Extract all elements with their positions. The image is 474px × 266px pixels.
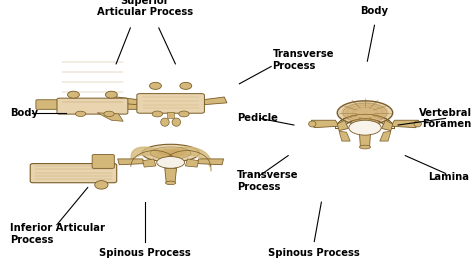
Polygon shape [365, 114, 394, 128]
Ellipse shape [105, 91, 117, 98]
Polygon shape [165, 168, 176, 182]
FancyBboxPatch shape [57, 98, 128, 114]
FancyBboxPatch shape [30, 164, 117, 183]
FancyBboxPatch shape [137, 94, 204, 113]
Ellipse shape [150, 147, 191, 159]
Ellipse shape [152, 111, 163, 117]
Ellipse shape [414, 121, 421, 127]
Text: Lamina: Lamina [428, 172, 469, 182]
Text: Spinous Process: Spinous Process [99, 248, 191, 258]
Text: Spinous Process: Spinous Process [268, 248, 360, 258]
Polygon shape [143, 159, 156, 167]
Polygon shape [185, 159, 199, 167]
Ellipse shape [149, 82, 161, 89]
Polygon shape [311, 120, 339, 128]
FancyBboxPatch shape [123, 100, 146, 109]
Ellipse shape [67, 91, 79, 98]
Text: Body: Body [360, 6, 389, 16]
Text: Inferior Articular
Process: Inferior Articular Process [10, 223, 105, 245]
Ellipse shape [155, 151, 183, 160]
Polygon shape [336, 114, 365, 128]
Polygon shape [382, 120, 392, 131]
Polygon shape [114, 97, 140, 105]
Text: Superior
Articular Process: Superior Articular Process [97, 0, 192, 17]
Ellipse shape [161, 118, 169, 126]
Polygon shape [201, 97, 227, 105]
FancyBboxPatch shape [36, 100, 59, 109]
Ellipse shape [349, 120, 381, 135]
Polygon shape [97, 113, 123, 121]
FancyBboxPatch shape [92, 155, 114, 168]
Ellipse shape [164, 149, 185, 155]
Polygon shape [337, 120, 348, 131]
Text: Transverse
Process: Transverse Process [273, 49, 334, 71]
Polygon shape [69, 168, 97, 176]
Ellipse shape [155, 148, 192, 159]
Ellipse shape [104, 111, 114, 117]
Polygon shape [359, 133, 371, 146]
Ellipse shape [142, 144, 199, 162]
Text: Pedicle: Pedicle [237, 113, 278, 123]
Ellipse shape [172, 118, 181, 126]
Text: Vertebral
Foramen: Vertebral Foramen [419, 107, 472, 129]
Polygon shape [391, 120, 419, 128]
Text: Transverse
Process: Transverse Process [237, 170, 299, 192]
Ellipse shape [179, 111, 189, 117]
Ellipse shape [165, 181, 176, 185]
Ellipse shape [343, 103, 387, 122]
Polygon shape [339, 131, 350, 141]
Ellipse shape [95, 181, 108, 189]
Ellipse shape [359, 145, 371, 149]
Polygon shape [118, 159, 144, 165]
Bar [167, 112, 174, 118]
Ellipse shape [75, 111, 86, 117]
Polygon shape [197, 159, 224, 165]
Ellipse shape [180, 82, 192, 89]
Text: Body: Body [10, 108, 38, 118]
Ellipse shape [337, 101, 392, 125]
Ellipse shape [309, 121, 316, 127]
Polygon shape [380, 131, 391, 141]
Ellipse shape [157, 157, 184, 168]
